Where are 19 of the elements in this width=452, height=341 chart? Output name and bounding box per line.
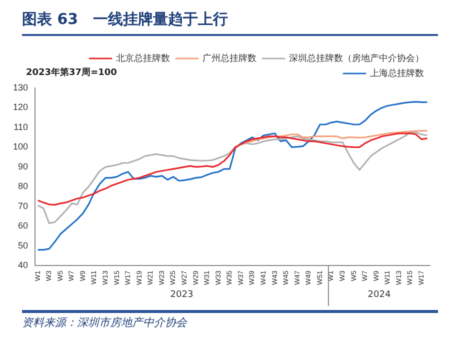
y-tick-label: 110 — [14, 122, 28, 132]
legend-label: 上海总挂牌数 — [370, 68, 424, 78]
y-tick-label: 60 — [18, 220, 28, 231]
chart-subtitle: 2023年第37周=100 — [26, 66, 117, 79]
y-tick-label: 100 — [12, 142, 28, 152]
y-tick-label: 50 — [18, 240, 28, 250]
y-tick-label: 70 — [18, 200, 28, 211]
legend-label: 北京总挂牌数 — [116, 52, 170, 63]
text: 2024 — [368, 290, 391, 300]
legend-label: 广州总挂牌数 — [202, 52, 256, 63]
y-tick-label: 120 — [12, 102, 28, 112]
y-tick-label: 80 — [18, 181, 28, 192]
y-tick-label: 130 — [12, 82, 28, 92]
y-tick-label: 90 — [18, 161, 28, 172]
text: 2023 — [170, 290, 194, 300]
legend-label: 深圳总挂牌数（房地产中介协会） — [289, 52, 424, 63]
y-tick-label: 40 — [18, 260, 28, 270]
chart-title: 图表 63 一线挂牌量趋于上行 — [22, 10, 438, 36]
text: 资料来源：深圳市房地产中介协会 — [22, 310, 438, 330]
